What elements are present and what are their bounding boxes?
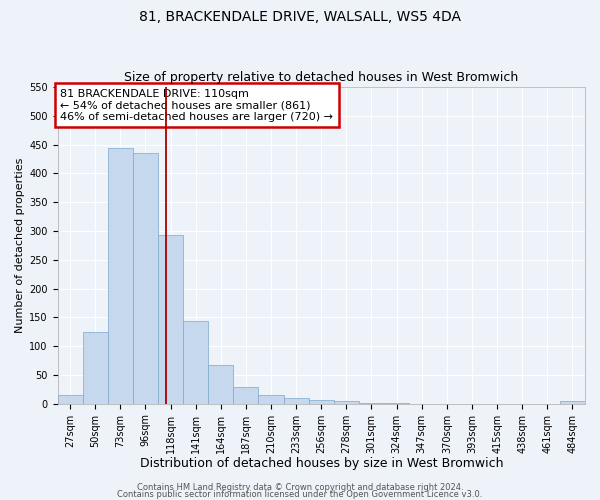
Bar (334, 402, 359, 404)
Bar (259, 395, 284, 404)
Bar (384, 403, 409, 404)
Bar (108, 148, 133, 404)
Text: Contains public sector information licensed under the Open Government Licence v3: Contains public sector information licen… (118, 490, 482, 499)
Bar (58, 395, 83, 404)
Bar (133, 154, 158, 404)
Text: Contains HM Land Registry data © Crown copyright and database right 2024.: Contains HM Land Registry data © Crown c… (137, 484, 463, 492)
Bar (308, 400, 334, 404)
Bar (560, 401, 585, 404)
Bar (284, 398, 308, 404)
Bar (158, 235, 183, 404)
Bar (233, 387, 259, 404)
Bar (183, 322, 208, 404)
Title: Size of property relative to detached houses in West Bromwich: Size of property relative to detached ho… (124, 72, 518, 85)
Bar (359, 402, 384, 404)
Bar (208, 365, 233, 404)
Text: 81 BRACKENDALE DRIVE: 110sqm
← 54% of detached houses are smaller (861)
46% of s: 81 BRACKENDALE DRIVE: 110sqm ← 54% of de… (60, 88, 333, 122)
Text: 81, BRACKENDALE DRIVE, WALSALL, WS5 4DA: 81, BRACKENDALE DRIVE, WALSALL, WS5 4DA (139, 10, 461, 24)
Y-axis label: Number of detached properties: Number of detached properties (15, 158, 25, 333)
X-axis label: Distribution of detached houses by size in West Bromwich: Distribution of detached houses by size … (140, 457, 503, 470)
Bar (83, 332, 108, 404)
